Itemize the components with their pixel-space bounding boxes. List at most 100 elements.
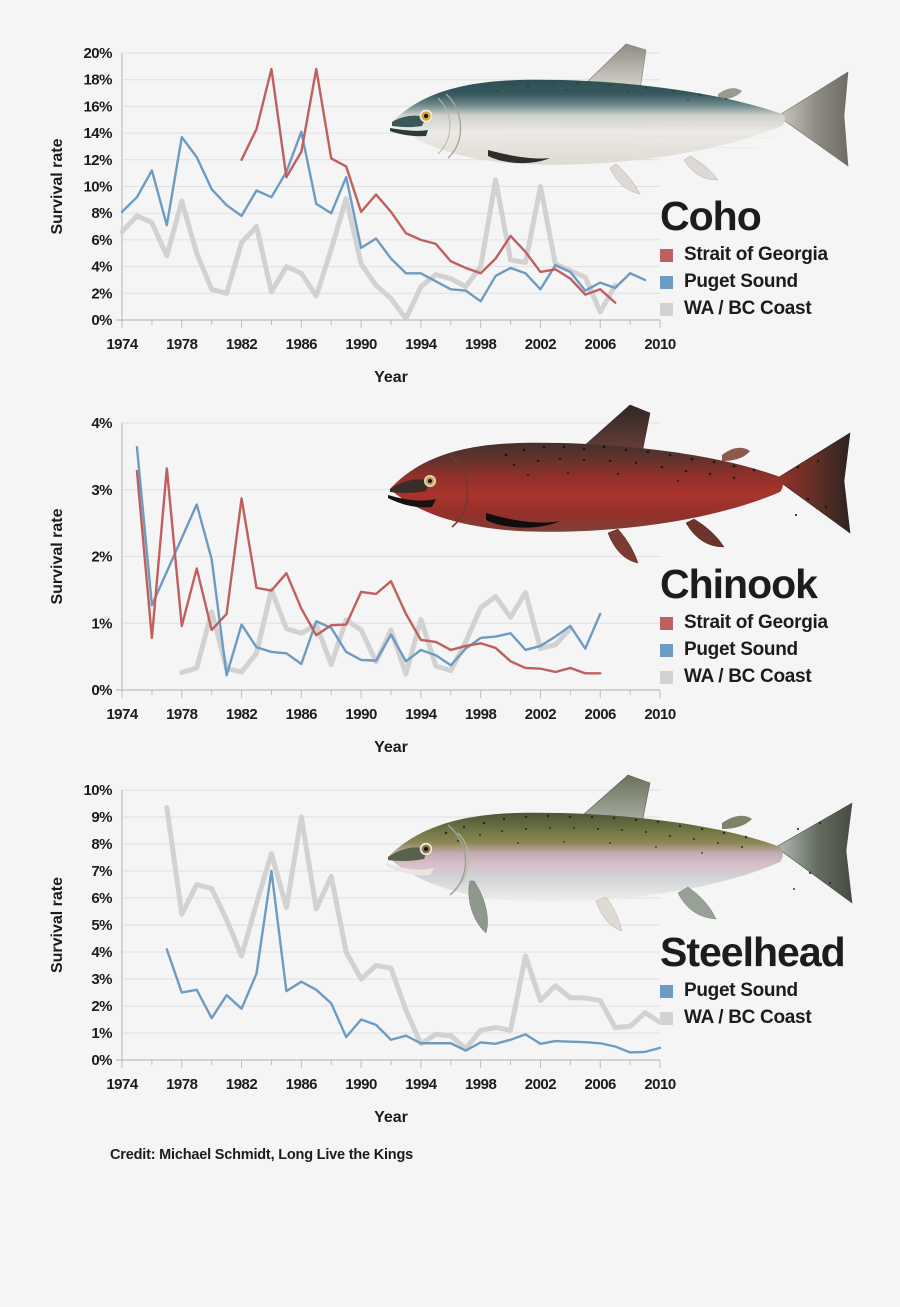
x-axis-title: Year bbox=[374, 1109, 408, 1126]
legend-label-strait-of-georgia: Strait of Georgia bbox=[684, 244, 828, 265]
y-tick-label: 18% bbox=[83, 72, 112, 89]
x-tick-label: 1998 bbox=[465, 336, 497, 353]
legend-label-puget-sound: Puget Sound bbox=[684, 980, 798, 1001]
legend-item-strait-of-georgia[interactable]: Strait of Georgia bbox=[660, 244, 900, 266]
y-tick-label: 4% bbox=[91, 415, 112, 432]
legend-item-strait-of-georgia[interactable]: Strait of Georgia bbox=[660, 612, 900, 634]
x-tick-label: 2002 bbox=[525, 706, 557, 723]
legend-swatch-puget-sound bbox=[660, 643, 673, 657]
x-tick-label: 1982 bbox=[226, 336, 258, 353]
x-tick-label: 1994 bbox=[405, 1076, 438, 1093]
y-tick-label: 16% bbox=[83, 98, 112, 115]
legend-label-wa-bc-coast: WA / BC Coast bbox=[684, 666, 812, 687]
series-line-strait-of-georgia bbox=[135, 467, 602, 675]
x-tick-label: 1990 bbox=[345, 706, 377, 723]
y-tick-label: 0% bbox=[91, 1052, 112, 1069]
x-tick-label: 1994 bbox=[405, 706, 438, 723]
y-tick-label: 4% bbox=[91, 259, 112, 276]
y-tick-label: 0% bbox=[91, 312, 112, 329]
legend-swatch-wa-bc-coast bbox=[660, 670, 673, 684]
x-tick-label: 2010 bbox=[644, 706, 676, 723]
y-tick-label: 14% bbox=[83, 125, 112, 142]
y-tick-label: 20% bbox=[83, 45, 112, 62]
x-tick-label: 1974 bbox=[106, 706, 139, 723]
x-tick-label: 1986 bbox=[286, 336, 318, 353]
x-tick-label: 1982 bbox=[226, 706, 258, 723]
y-tick-label: 2% bbox=[91, 998, 112, 1015]
y-tick-label: 4% bbox=[91, 944, 112, 961]
species-title-coho: Coho bbox=[660, 193, 762, 239]
x-tick-label: 2006 bbox=[585, 336, 617, 353]
species-title-chinook: Chinook bbox=[660, 561, 818, 607]
legend-item-wa-bc-coast[interactable]: WA / BC Coast bbox=[660, 666, 900, 688]
legend-item-puget-sound[interactable]: Puget Sound bbox=[660, 980, 900, 1002]
series-line-wa-bc-coast bbox=[179, 587, 573, 677]
legend-swatch-wa-bc-coast bbox=[660, 1011, 673, 1025]
legend-item-wa-bc-coast[interactable]: WA / BC Coast bbox=[660, 298, 900, 320]
y-tick-label: 6% bbox=[91, 232, 112, 249]
credit-line: Credit: Michael Schmidt, Long Live the K… bbox=[110, 1147, 413, 1163]
x-tick-label: 1978 bbox=[166, 336, 198, 353]
x-tick-label: 1998 bbox=[465, 706, 497, 723]
y-tick-label: 6% bbox=[91, 890, 112, 907]
plot-area-chinook: 0% 1% 2% 3% 4% 1974 1978 1982 1986 1990 1994 1998 20… bbox=[49, 415, 676, 756]
x-tick-label: 1974 bbox=[106, 336, 139, 353]
y-axis-title: Survival rate bbox=[49, 138, 66, 234]
y-tick-label: 1% bbox=[91, 615, 112, 632]
y-tick-label: 8% bbox=[91, 836, 112, 853]
x-tick-label: 1986 bbox=[286, 1076, 318, 1093]
series-line-puget-sound bbox=[165, 869, 662, 1054]
x-tick-label: 2006 bbox=[585, 706, 617, 723]
x-tick-label: 1982 bbox=[226, 1076, 258, 1093]
plot-area-steelhead: 0% 1% 2% 3% 4% 5% 6% 7% 8% 9% 10% 1974 1978 1982 1986 1… bbox=[49, 782, 676, 1126]
y-axis-title: Survival rate bbox=[49, 877, 66, 973]
series-line-strait-of-georgia bbox=[240, 67, 617, 304]
x-tick-label: 1998 bbox=[465, 1076, 497, 1093]
y-tick-label: 10% bbox=[83, 782, 112, 799]
x-tick-label: 1994 bbox=[405, 336, 438, 353]
legend-item-wa-bc-coast[interactable]: WA / BC Coast bbox=[660, 1007, 900, 1029]
legend-label-wa-bc-coast: WA / BC Coast bbox=[684, 1007, 812, 1028]
legend-item-puget-sound[interactable]: Puget Sound bbox=[660, 271, 900, 293]
x-tick-label: 2010 bbox=[644, 1076, 676, 1093]
species-title-steelhead: Steelhead bbox=[660, 929, 846, 975]
series-line-wa-bc-coast bbox=[119, 177, 618, 322]
series-line-wa-bc-coast bbox=[164, 805, 663, 1052]
legend-swatch-puget-sound bbox=[660, 984, 673, 998]
y-tick-label: 2% bbox=[91, 549, 112, 566]
y-tick-label: 5% bbox=[91, 917, 112, 934]
legend-block-steelhead: Steelhead Puget Sound WA / BC Coast bbox=[660, 930, 900, 1034]
x-tick-label: 2006 bbox=[585, 1076, 617, 1093]
y-tick-label: 3% bbox=[91, 971, 112, 988]
legend-swatch-wa-bc-coast bbox=[660, 302, 673, 316]
legend-label-wa-bc-coast: WA / BC Coast bbox=[684, 298, 812, 319]
y-tick-label: 9% bbox=[91, 809, 112, 826]
legend-item-puget-sound[interactable]: Puget Sound bbox=[660, 639, 900, 661]
legend-swatch-strait-of-georgia bbox=[660, 248, 673, 262]
x-tick-label: 2002 bbox=[525, 1076, 557, 1093]
x-axis-title: Year bbox=[374, 369, 408, 386]
x-tick-label: 1990 bbox=[345, 336, 377, 353]
legend-swatch-strait-of-georgia bbox=[660, 616, 673, 630]
x-tick-label: 1978 bbox=[166, 706, 198, 723]
legend-block-coho: Coho Strait of Georgia Puget Sound WA / … bbox=[660, 194, 900, 325]
y-tick-label: 3% bbox=[91, 482, 112, 499]
x-tick-label: 2010 bbox=[644, 336, 676, 353]
y-tick-label: 12% bbox=[83, 152, 112, 169]
y-tick-label: 7% bbox=[91, 863, 112, 880]
y-tick-label: 0% bbox=[91, 682, 112, 699]
x-tick-label: 2002 bbox=[525, 336, 557, 353]
y-tick-label: 1% bbox=[91, 1025, 112, 1042]
x-tick-label: 1974 bbox=[106, 1076, 139, 1093]
legend-block-chinook: Chinook Strait of Georgia Puget Sound WA… bbox=[660, 562, 900, 693]
x-tick-label: 1990 bbox=[345, 1076, 377, 1093]
legend-label-strait-of-georgia: Strait of Georgia bbox=[684, 612, 828, 633]
plot-area-coho: 0% 2% 4% 6% 8% 10% 12% 14% 16% 18% 20% 1974 1978 1982… bbox=[49, 45, 676, 386]
legend-label-puget-sound: Puget Sound bbox=[684, 271, 798, 292]
x-tick-label: 1986 bbox=[286, 706, 318, 723]
y-tick-label: 10% bbox=[83, 179, 112, 196]
chart-panel-coho: 0% 2% 4% 6% 8% 10% 12% 14% 16% 18% 20% 1974 1978 1982… bbox=[0, 0, 900, 390]
y-tick-label: 2% bbox=[91, 285, 112, 302]
legend-swatch-puget-sound bbox=[660, 275, 673, 289]
